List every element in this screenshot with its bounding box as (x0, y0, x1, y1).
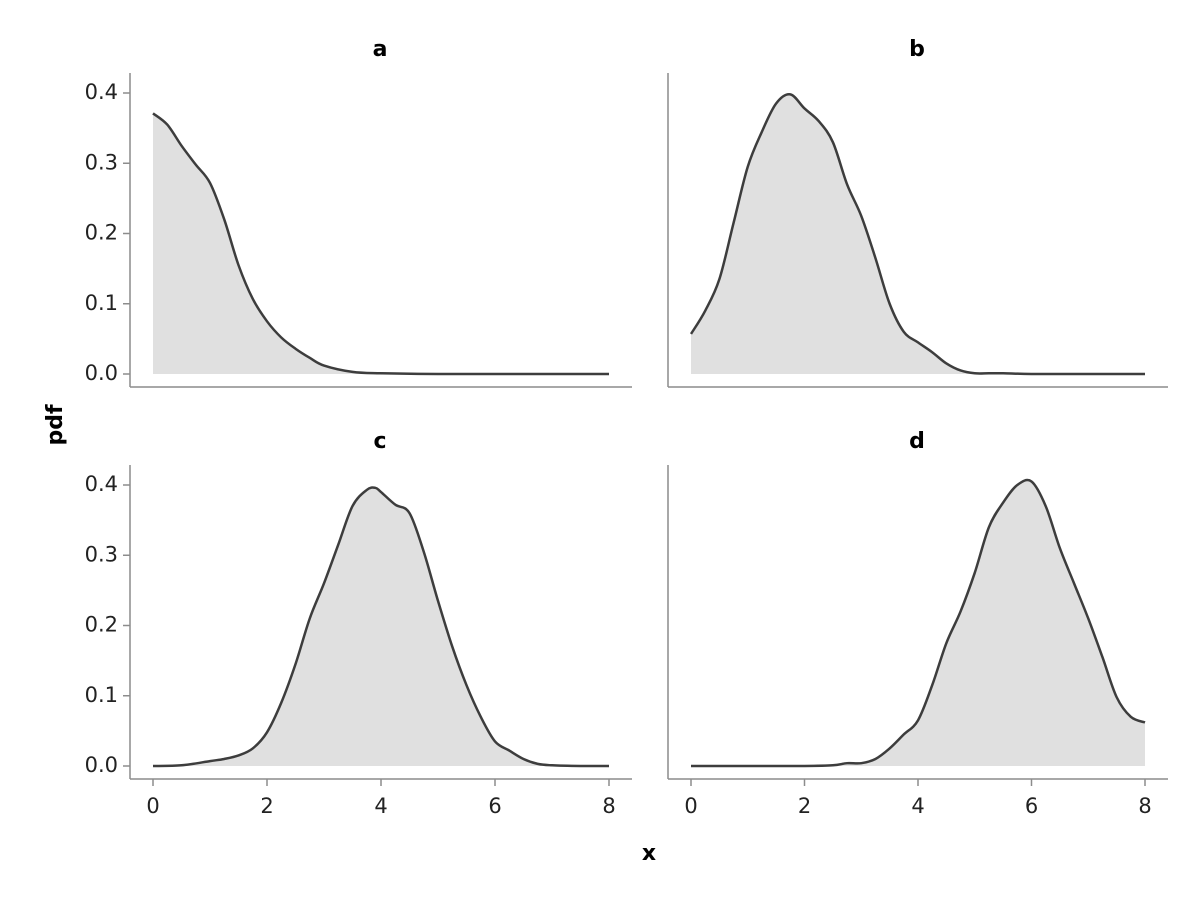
x-tick-label: 0 (684, 794, 697, 818)
y-tick-label: 0.4 (85, 472, 118, 496)
panel-c: c 0.0 0.1 0.2 0.3 0.4 0 2 4 6 8 (85, 429, 632, 818)
x-axis-title: x (642, 841, 656, 866)
x-tick-label: 6 (1025, 794, 1038, 818)
panel-b: b (667, 37, 1168, 388)
panel-d: d 0 2 4 6 8 (667, 429, 1168, 818)
panel-title: a (373, 37, 388, 62)
y-axis-title: pdf (43, 404, 68, 445)
x-tick-label: 6 (488, 794, 501, 818)
panel-title: d (909, 429, 925, 454)
y-tick-label: 0.1 (85, 291, 118, 315)
y-tick-label: 0.3 (85, 542, 118, 566)
x-tick-label: 8 (1138, 794, 1151, 818)
density-line (152, 486, 610, 768)
y-tick-label: 0.2 (85, 613, 118, 637)
y-tick-label: 0.0 (85, 753, 118, 777)
y-tick-label: 0.2 (85, 221, 118, 245)
x-tick-label: 2 (798, 794, 811, 818)
x-tick-label: 8 (602, 794, 615, 818)
density-area (691, 94, 1145, 375)
density-line (691, 478, 1146, 768)
panel-title: c (373, 429, 386, 454)
density-area (153, 487, 609, 767)
panel-a: a 0.0 0.1 0.2 0.3 0.4 (85, 37, 632, 388)
x-tick-label: 0 (146, 794, 159, 818)
density-area (153, 113, 609, 375)
x-tick-label: 2 (260, 794, 273, 818)
y-tick-label: 0.1 (85, 683, 118, 707)
x-tick-label: 4 (911, 794, 924, 818)
density-area (691, 480, 1145, 767)
y-tick-label: 0.3 (85, 150, 118, 174)
density-line (689, 93, 1146, 376)
panel-title: b (909, 37, 925, 62)
y-tick-label: 0.0 (85, 361, 118, 385)
x-tick-label: 4 (374, 794, 387, 818)
density-line (152, 112, 610, 376)
y-tick-label: 0.4 (85, 80, 118, 104)
